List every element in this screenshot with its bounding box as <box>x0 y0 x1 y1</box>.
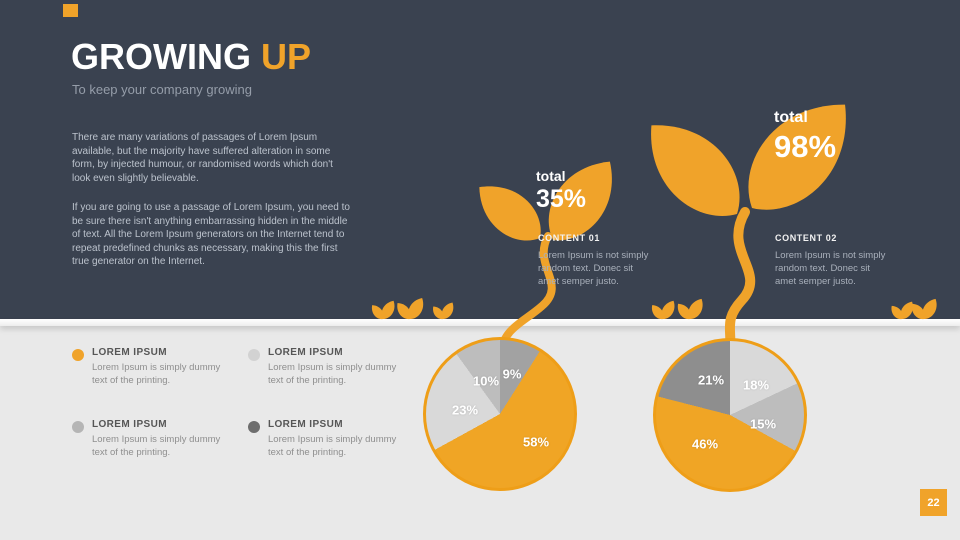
total-badge-1: total 35% <box>536 169 586 212</box>
page-title: GROWING UP <box>71 36 311 78</box>
legend-text: Lorem Ipsum is simply dummy text of the … <box>268 362 397 386</box>
legend-dot <box>72 349 84 361</box>
pie-slice-label: 18% <box>742 377 770 393</box>
title-accent: UP <box>261 36 312 77</box>
pie-slice-label: 58% <box>522 434 550 450</box>
horizon-divider <box>0 319 960 326</box>
content-title: CONTENT 02 <box>775 233 838 243</box>
legend-item: LOREM IPSUM Lorem Ipsum is simply dummy … <box>248 347 413 387</box>
content-title: CONTENT 01 <box>538 233 601 243</box>
pie-chart-1: 9% 58% 23% 10% <box>423 337 577 491</box>
pie-slice-label: 15% <box>749 416 777 432</box>
intro-paragraph-2: If you are going to use a passage of Lor… <box>72 202 350 267</box>
content-text: Lorem Ipsum is not simply random text. D… <box>775 250 886 287</box>
legend-title: LOREM IPSUM <box>268 347 343 358</box>
title-main: GROWING <box>71 36 251 77</box>
legend-item: LOREM IPSUM Lorem Ipsum is simply dummy … <box>248 419 413 459</box>
legend-title: LOREM IPSUM <box>92 347 167 358</box>
pie-slice-label: 21% <box>697 372 725 388</box>
legend-text: Lorem Ipsum is simply dummy text of the … <box>268 434 397 458</box>
content-text: Lorem Ipsum is not simply random text. D… <box>538 250 649 287</box>
legend-item: LOREM IPSUM Lorem Ipsum is simply dummy … <box>72 419 237 459</box>
total-value: 98% <box>774 129 837 164</box>
total-value: 35% <box>536 185 587 213</box>
legend-dot <box>248 349 260 361</box>
legend-title: LOREM IPSUM <box>92 419 167 430</box>
intro-paragraph-1: There are many variations of passages of… <box>72 132 333 184</box>
total-label: total <box>536 168 566 184</box>
pie-slice-label: 9% <box>502 366 522 382</box>
total-label: total <box>774 109 808 126</box>
pie-slice-label: 10% <box>472 373 500 389</box>
page-subtitle: To keep your company growing <box>72 82 252 97</box>
total-badge-2: total 98% <box>774 109 837 164</box>
legend-title: LOREM IPSUM <box>268 419 343 430</box>
legend-text: Lorem Ipsum is simply dummy text of the … <box>92 434 221 458</box>
legend-item: LOREM IPSUM Lorem Ipsum is simply dummy … <box>72 347 237 387</box>
legend-dot <box>72 421 84 433</box>
pie-slice-label: 23% <box>451 402 479 418</box>
legend-dot <box>248 421 260 433</box>
pie-chart-2: 18% 15% 46% 21% <box>653 338 807 492</box>
content-block-1: CONTENT 01 Lorem Ipsum is not simply ran… <box>538 233 652 288</box>
pie-slice-label: 46% <box>691 436 719 452</box>
accent-square <box>63 4 78 17</box>
legend-text: Lorem Ipsum is simply dummy text of the … <box>92 362 221 386</box>
page-number-badge: 22 <box>920 489 947 516</box>
content-block-2: CONTENT 02 Lorem Ipsum is not simply ran… <box>775 233 889 288</box>
